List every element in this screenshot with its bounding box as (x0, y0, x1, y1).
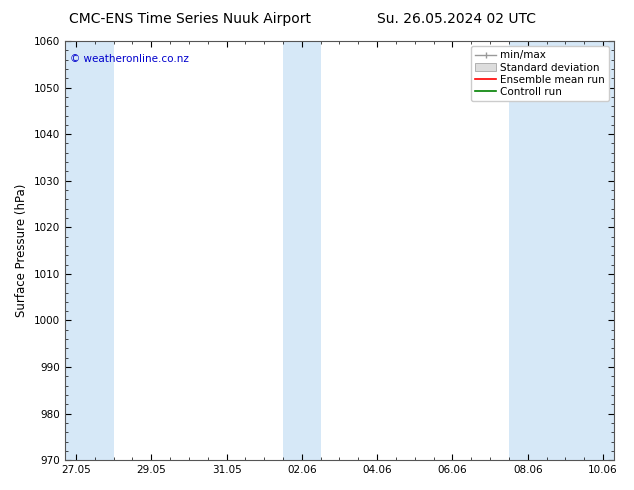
Y-axis label: Surface Pressure (hPa): Surface Pressure (hPa) (15, 184, 28, 318)
Bar (65, 41, 113, 460)
Text: © weatheronline.co.nz: © weatheronline.co.nz (70, 53, 189, 64)
Bar (283, 41, 321, 460)
Text: Su. 26.05.2024 02 UTC: Su. 26.05.2024 02 UTC (377, 12, 536, 26)
Bar (509, 41, 614, 460)
Legend: min/max, Standard deviation, Ensemble mean run, Controll run: min/max, Standard deviation, Ensemble me… (471, 46, 609, 101)
Text: CMC-ENS Time Series Nuuk Airport: CMC-ENS Time Series Nuuk Airport (69, 12, 311, 26)
